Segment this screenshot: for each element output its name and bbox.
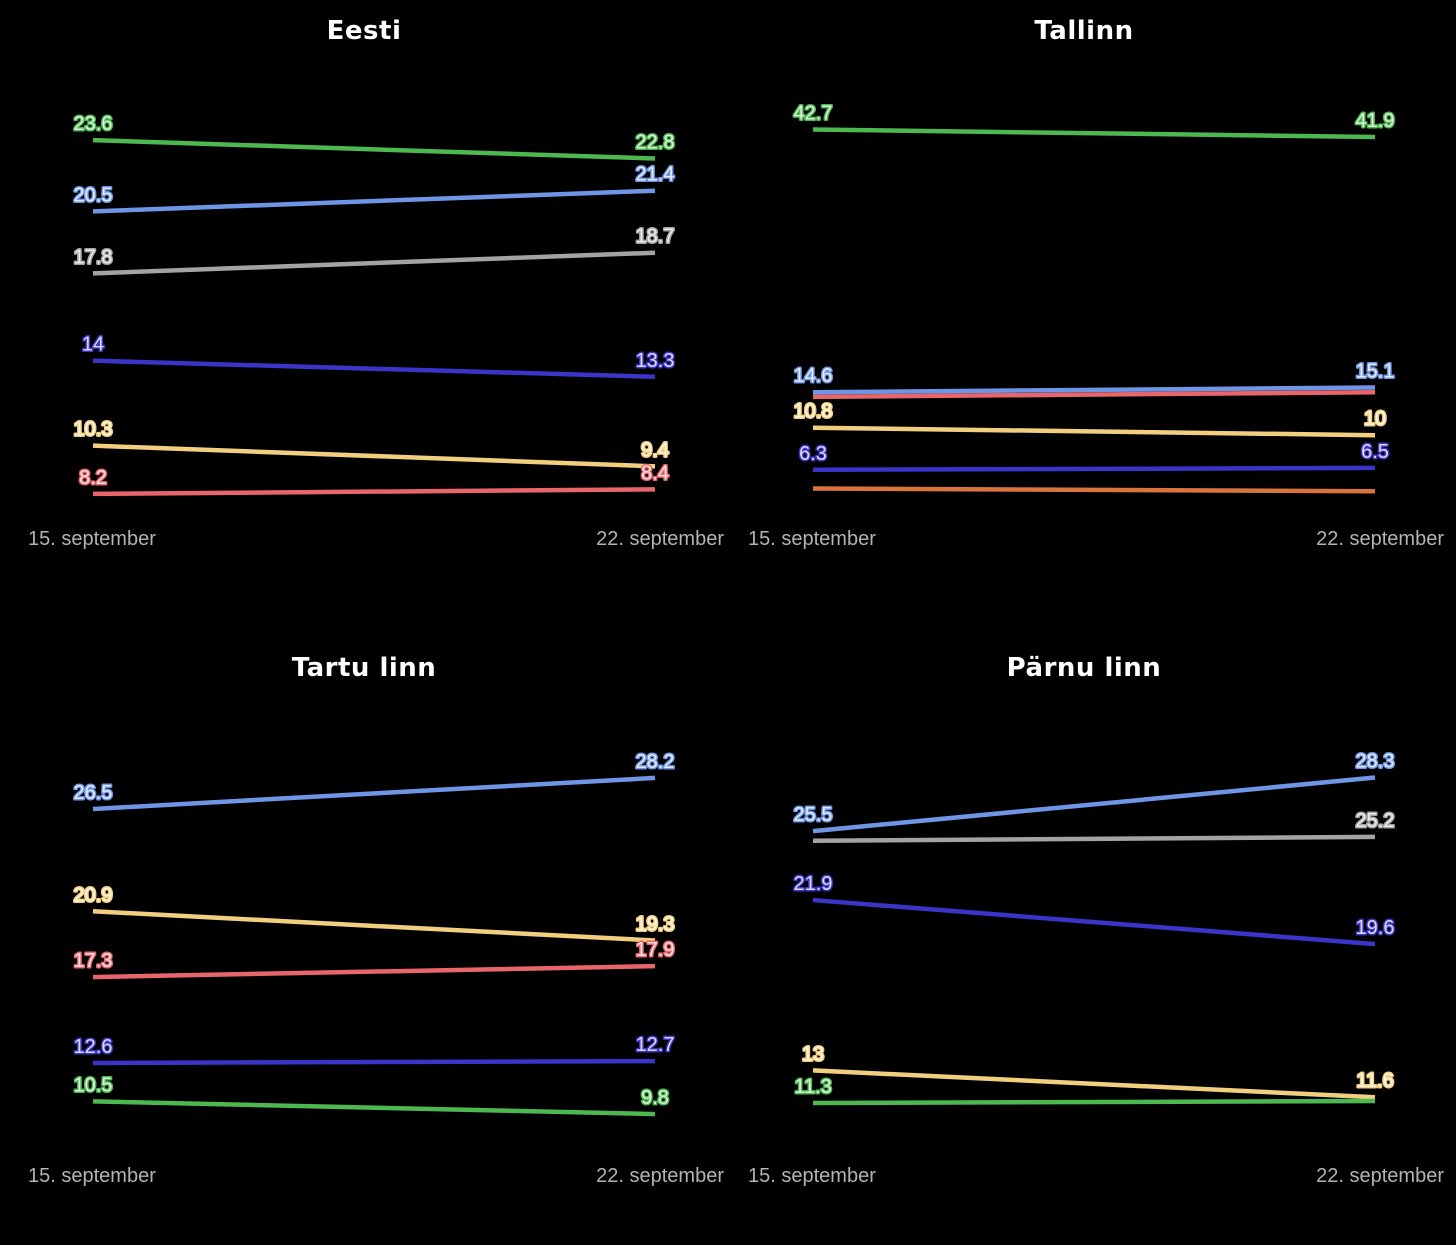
line-plot-eesti: 23.6 22.8 20.5 21.4 17.8 18.7 14 13.3 10.3 9.4 8.2… xyxy=(72,112,676,497)
series-line-green xyxy=(92,1099,656,1117)
data-label: 14.6 xyxy=(794,365,833,387)
series-line-gray xyxy=(92,250,656,276)
series-line-yellow xyxy=(812,1068,1376,1100)
data-label: 21.4 xyxy=(636,164,675,186)
series-line-yellow xyxy=(92,443,656,469)
series-line-green xyxy=(812,1098,1376,1106)
data-label: 12.6 xyxy=(74,1036,113,1058)
x-label-start: 15. september xyxy=(748,528,876,550)
chart-title: Tartu linn xyxy=(291,653,437,683)
data-label: 8.4 xyxy=(641,462,669,484)
data-label: 17.3 xyxy=(74,950,113,972)
chart-tallinn: Tallinn 42.7 41.9 14.6 15.1 10.8 10 6.3 6.5 15.… xyxy=(720,0,1448,608)
data-label: 42.7 xyxy=(794,103,833,125)
data-label: 20.9 xyxy=(74,884,113,906)
data-label: 19.3 xyxy=(636,914,675,936)
x-label-end: 22. september xyxy=(1316,528,1444,550)
data-label: 13 xyxy=(802,1043,824,1065)
data-label: 18.7 xyxy=(636,226,675,248)
data-label: 21.9 xyxy=(794,873,833,895)
series-line-indigo xyxy=(812,897,1376,947)
series-line-green xyxy=(92,137,656,161)
data-label: 23.6 xyxy=(74,113,113,135)
data-label: 14 xyxy=(82,334,104,356)
series-line-blue xyxy=(92,775,656,812)
series-line-yellow xyxy=(812,425,1376,438)
data-label: 15.1 xyxy=(1356,361,1395,383)
data-label: 19.6 xyxy=(1356,917,1395,939)
series-line-green xyxy=(812,127,1376,140)
series-line-yellow xyxy=(92,909,656,943)
series-line-blue xyxy=(812,385,1376,395)
line-plot-parnu-linn: 25.5 28.3 25.2 21.9 19.6 13 11.6 11.3 xyxy=(792,749,1396,1106)
chart-eesti: Eesti 23.6 22.8 20.5 21.4 17.8 18.7 14 13.3 10.3… xyxy=(0,0,728,608)
x-label-start: 15. september xyxy=(28,528,156,550)
data-label: 13.3 xyxy=(636,350,675,372)
series-line-red xyxy=(92,963,656,980)
x-label-end: 22. september xyxy=(596,528,724,550)
data-label: 11.3 xyxy=(794,1076,831,1098)
chart-title: Tallinn xyxy=(1034,16,1134,46)
data-label: 25.2 xyxy=(1356,810,1395,832)
data-label: 8.2 xyxy=(79,467,107,489)
series-line-indigo xyxy=(92,1058,656,1066)
series-line-red xyxy=(812,389,1376,400)
x-label-end: 22. september xyxy=(1316,1165,1444,1187)
chart-tartu-linn: Tartu linn 26.5 28.2 20.9 19.3 17.3 17.9 12.6 1… xyxy=(0,637,728,1245)
data-label: 10.3 xyxy=(74,419,113,441)
series-line-red xyxy=(92,487,656,497)
data-label: 10.8 xyxy=(794,401,833,423)
data-label: 17.9 xyxy=(636,939,675,961)
data-label: 9.8 xyxy=(641,1087,669,1109)
data-label: 10 xyxy=(1364,408,1386,430)
data-label: 10.5 xyxy=(74,1074,113,1096)
data-label: 12.7 xyxy=(636,1034,675,1056)
x-label-start: 15. september xyxy=(28,1165,156,1187)
data-label: 26.5 xyxy=(74,782,113,804)
data-label: 11.6 xyxy=(1356,1070,1393,1092)
data-label: 6.3 xyxy=(799,443,827,465)
chart-parnu-linn: Pärnu linn 25.5 28.3 25.2 21.9 19.6 13 11.6 11.… xyxy=(720,637,1448,1245)
series-line-indigo xyxy=(812,465,1376,473)
line-plot-tallinn: 42.7 41.9 14.6 15.1 10.8 10 6.3 6.5 xyxy=(792,101,1396,494)
data-label: 28.2 xyxy=(636,751,675,773)
series-line-blue xyxy=(92,188,656,214)
x-label-start: 15. september xyxy=(748,1165,876,1187)
data-label: 17.8 xyxy=(74,246,113,268)
data-label: 25.5 xyxy=(794,804,833,826)
data-label: 41.9 xyxy=(1356,110,1395,132)
series-line-orange xyxy=(812,486,1376,494)
data-label: 6.5 xyxy=(1361,441,1389,463)
x-label-end: 22. september xyxy=(596,1165,724,1187)
line-plot-tartu-linn: 26.5 28.2 20.9 19.3 17.3 17.9 12.6 12.7 10.5 9.8 xyxy=(72,749,676,1117)
data-label: 9.4 xyxy=(641,439,669,461)
series-line-blue xyxy=(812,775,1376,834)
series-line-gray xyxy=(812,834,1376,843)
data-label: 22.8 xyxy=(636,132,675,154)
data-label: 20.5 xyxy=(74,184,113,206)
chart-title: Eesti xyxy=(326,16,402,46)
series-line-indigo xyxy=(92,358,656,380)
data-label: 28.3 xyxy=(1356,751,1395,773)
chart-title: Pärnu linn xyxy=(1006,653,1162,683)
